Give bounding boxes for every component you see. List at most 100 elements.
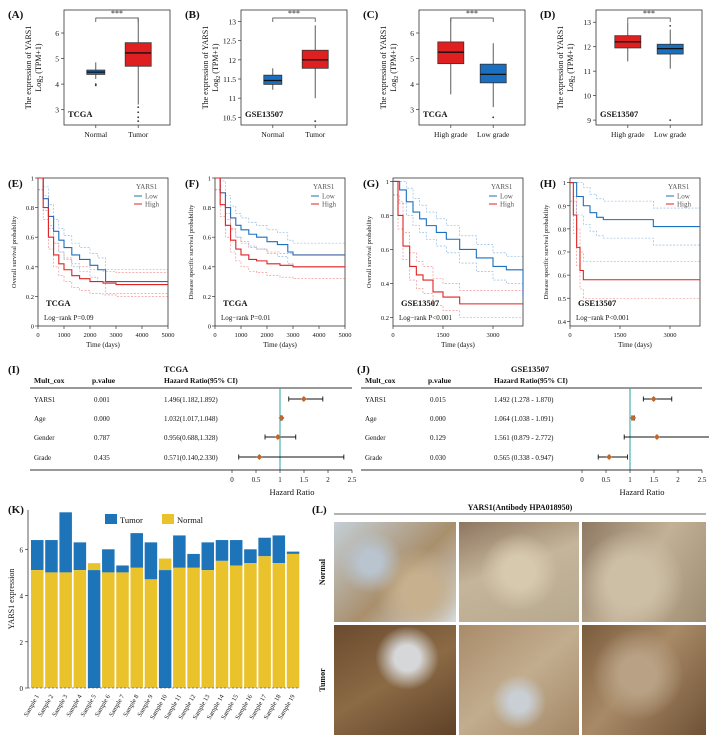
- box-ytick-label-D: 11: [584, 67, 591, 76]
- km-ytick-label-F: 0.6: [203, 235, 212, 242]
- ihc-row-label-tumor: Tumor: [318, 668, 327, 692]
- km-xtick-label-F: 4000: [313, 332, 326, 339]
- km-curve-E-high: [38, 177, 168, 286]
- bar-bottom-6: [102, 572, 115, 688]
- panel-label-E: (E): [8, 178, 23, 190]
- bar-bottom-9: [144, 579, 158, 688]
- box-ytick-label-A: 5: [55, 55, 59, 64]
- bar-top-6: [102, 549, 115, 573]
- box-ylabel-B: The expression of YARS1: [201, 26, 210, 109]
- forest-point-J: [653, 434, 660, 440]
- km-ytick-label-E: 1: [31, 176, 34, 183]
- km-ytick-label-G: 0.2: [381, 315, 389, 322]
- km-ci-upper-E-low: [38, 177, 168, 271]
- km-ylabel-G: Overall survival probability: [366, 215, 373, 288]
- box-sig-bracket-B: [272, 17, 316, 22]
- forest-xtick-label-J: 2.5: [698, 476, 707, 484]
- box-ylabel-log-D: Log2 (TPM+1): [566, 43, 577, 92]
- forest-xtick-label-I: 0.5: [252, 476, 261, 484]
- box-ylabel-C: The expression of YARS1: [379, 26, 388, 109]
- forest-row-name-I: Gender: [34, 434, 55, 442]
- km-xtick-label-E: 3000: [110, 332, 123, 339]
- box-ylabel-A: The expression of YARS1: [24, 26, 33, 109]
- km-ytick-label-E: 0.2: [26, 294, 34, 301]
- forest-row-hr-J: 1.064 (1.038 - 1.091): [494, 415, 554, 423]
- forest-row-p-I: 0.435: [94, 454, 110, 462]
- km-curve-F-high: [215, 177, 345, 268]
- km-pvalue-E: Log−rank P=0.09: [44, 314, 94, 322]
- box-ytick-label-D: 9: [587, 116, 591, 125]
- km-ylabel-E: Overall survival probability: [11, 215, 18, 288]
- box-frame-D: [595, 9, 703, 126]
- km-dataset-H: GSE13507: [578, 298, 617, 308]
- km-dataset-F: TCGA: [223, 298, 248, 308]
- forest-row-name-I: YARS1: [34, 396, 56, 404]
- bar-bottom-11: [173, 567, 186, 688]
- panel-label-L: (L): [312, 504, 327, 516]
- box-ytick-label-A: 4: [55, 80, 59, 89]
- bar-top-4: [73, 542, 87, 571]
- km-ytick-label-E: 0: [31, 324, 34, 331]
- km-legend-title-F: YARS1: [313, 183, 335, 191]
- forest-point-J: [650, 396, 657, 402]
- km-legend-label-F: High: [322, 201, 337, 209]
- box-ylabel-log-A: Log2 (TPM+1): [34, 43, 45, 92]
- bar-top-5: [87, 563, 101, 571]
- km-ci-lower-H-low: [570, 200, 700, 246]
- box-ytick-label-C: 6: [410, 29, 414, 38]
- box-xlabel-B: Normal: [261, 130, 284, 139]
- km-legend-label-E: High: [145, 201, 160, 209]
- forest-col-header-I: Hazard Ratio(95% CI): [164, 376, 238, 385]
- km-curve-G-high: [393, 180, 523, 305]
- km-xtick-label-F: 1000: [235, 332, 248, 339]
- panel-label-D: (D): [540, 9, 556, 21]
- km-ytick-label-H: 0.6: [558, 273, 567, 280]
- bar-top-19: [286, 551, 300, 554]
- forest-xtick-label-J: 1.5: [650, 476, 659, 484]
- box-frame-C: [418, 9, 526, 126]
- box-outlier-D: [669, 25, 672, 27]
- ihc-row-label-normal: Normal: [318, 558, 327, 585]
- km-ytick-label-G: 0.6: [381, 247, 390, 254]
- box-ytick-label-B: 13: [229, 18, 237, 27]
- bar-top-9: [144, 542, 158, 580]
- km-xtick-label-E: 0: [36, 332, 39, 339]
- bar-ylabel: YARS1 expression: [7, 569, 16, 630]
- bar-bottom-16: [244, 563, 257, 688]
- box-outlier-A: [94, 83, 97, 86]
- box-ytick-label-C: 3: [410, 106, 414, 115]
- km-ytick-label-G: 0.8: [381, 213, 389, 220]
- bar-top-15: [229, 540, 243, 566]
- km-xlabel-G: Time (days): [441, 341, 475, 349]
- forest-col-header-I: Mult_cox: [34, 376, 65, 385]
- forest-title-I: TCGA: [164, 364, 189, 374]
- forest-row-p-I: 0.787: [94, 434, 110, 442]
- box-sig-bracket-A: [95, 17, 139, 22]
- bar-top-7: [116, 565, 129, 573]
- bar-legend-tumor: Tumor: [120, 515, 143, 525]
- km-dataset-E: TCGA: [46, 298, 71, 308]
- box-body-A: [124, 42, 152, 67]
- bar-top-8: [130, 533, 143, 568]
- forest-row-hr-J: 1.561 (0.879 - 2.772): [494, 434, 554, 442]
- panel-label-K: (K): [8, 504, 24, 516]
- panel-label-I: (I): [8, 364, 20, 376]
- forest-xtick-label-I: 0: [230, 476, 234, 484]
- km-xtick-label-H: 1500: [614, 332, 627, 339]
- km-legend-label-E: Low: [145, 193, 159, 201]
- box-xlabel-B: Tumor: [305, 130, 326, 139]
- box-ytick-label-B: 11.5: [223, 75, 236, 84]
- forest-point-I: [256, 454, 263, 460]
- forest-row-hr-I: 0.571(0.140,2.330): [164, 454, 218, 462]
- forest-col-header-J: Mult_cox: [365, 376, 396, 385]
- box-ytick-label-A: 6: [55, 29, 59, 38]
- km-xtick-label-H: 0: [568, 332, 571, 339]
- box-ytick-label-D: 13: [584, 18, 592, 27]
- box-outlier-C: [492, 116, 495, 119]
- box-xlabel-C: Low grade: [477, 130, 510, 139]
- km-ytick-label-F: 0.2: [203, 294, 211, 301]
- box-ylabel-log-C: Log2 (TPM+1): [389, 43, 400, 92]
- bar-top-1: [31, 540, 44, 571]
- box-body-B: [263, 74, 283, 85]
- km-xtick-label-E: 1000: [58, 332, 71, 339]
